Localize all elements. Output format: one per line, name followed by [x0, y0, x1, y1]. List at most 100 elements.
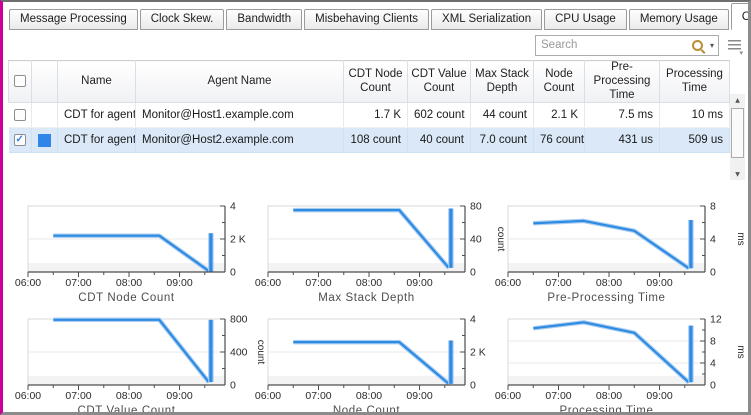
svg-text:ms: ms — [735, 346, 746, 359]
search-icon[interactable] — [691, 39, 703, 51]
row-checkbox[interactable] — [13, 109, 26, 122]
col-header-cdt-value-count[interactable]: CDT Value Count — [407, 59, 471, 104]
chart-canvas: 06:00 07:00 08:00 09:00 0 2 K 4 Node Count — [255, 314, 486, 412]
svg-text:08:00: 08:00 — [356, 277, 382, 289]
tab-clock-skew[interactable]: Clock Skew. — [139, 9, 225, 30]
svg-text:0: 0 — [470, 380, 476, 392]
svg-text:0: 0 — [230, 380, 236, 392]
svg-text:06:00: 06:00 — [15, 277, 41, 289]
svg-text:06:00: 06:00 — [255, 277, 281, 289]
row-checkbox[interactable] — [13, 134, 26, 147]
svg-text:Max Stack Depth: Max Stack Depth — [318, 292, 415, 304]
tab-memory-usage[interactable]: Memory Usage — [628, 9, 729, 30]
svg-text:count: count — [495, 227, 506, 252]
svg-text:07:00: 07:00 — [545, 390, 571, 402]
svg-text:800: 800 — [230, 314, 248, 326]
chart-canvas: 06:00 07:00 08:00 09:00 0 40 80 count Max Stack … — [255, 201, 506, 305]
tab-message-processing[interactable]: Message Processing — [9, 9, 138, 30]
cell-cdt-value-count: 602 count — [407, 102, 471, 129]
cell-cdt-value-count: 40 count — [407, 127, 471, 154]
cell-agent-name: Monitor@Host1.example.com — [135, 102, 344, 129]
svg-text:09:00: 09:00 — [166, 277, 192, 289]
cell-processing-time: 509 us — [659, 127, 730, 154]
tab-cpu-usage[interactable]: CPU Usage — [544, 9, 627, 30]
svg-text:07:00: 07:00 — [545, 277, 571, 289]
cell-node-count: 2.1 K — [533, 102, 585, 129]
svg-text:09:00: 09:00 — [646, 277, 672, 289]
search-dropdown-icon[interactable]: ▾ — [709, 40, 714, 50]
cell-max-stack-depth: 44 count — [470, 102, 534, 129]
chart-cdt-value-count: 06:00 07:00 08:00 09:00 0 400 800 count CDT Valu… — [15, 313, 266, 412]
tab-cdt-submission[interactable]: CDT Submission — [730, 3, 748, 30]
chart-processing-time: 06:00 07:00 08:00 09:00 0 4 8 12 ms Processing Ti… — [495, 313, 746, 415]
col-header-name[interactable]: Name — [57, 59, 136, 104]
col-header-cdt-node-count[interactable]: CDT Node Count — [343, 59, 408, 104]
search-input[interactable] — [536, 38, 692, 52]
svg-text:07:00: 07:00 — [65, 277, 91, 289]
tab-bandwidth[interactable]: Bandwidth — [226, 9, 303, 30]
svg-text:4: 4 — [470, 314, 476, 326]
cell-name: CDT for agent 5 — [57, 127, 136, 154]
chart-pre-processing-time: 06:00 07:00 08:00 09:00 0 4 8 ms Pre-Processing … — [495, 200, 746, 310]
svg-text:06:00: 06:00 — [15, 390, 41, 402]
cell-max-stack-depth: 7.0 count — [470, 127, 534, 154]
table-row[interactable]: CDT for agent 3 Monitor@Host1.example.co… — [8, 102, 730, 129]
svg-text:12: 12 — [710, 314, 722, 326]
cell-node-count: 76 count — [533, 127, 585, 154]
chart-canvas: 06:00 07:00 08:00 09:00 0 4 8 12 ms Processing Ti… — [495, 314, 746, 415]
svg-text:07:00: 07:00 — [305, 277, 331, 289]
svg-text:80: 80 — [470, 201, 482, 213]
table-vertical-scrollbar[interactable]: ▲ ▼ — [730, 94, 745, 180]
scrollbar-thumb[interactable] — [731, 108, 744, 158]
chart-canvas: 06:00 07:00 08:00 09:00 0 2 K 4 CDT Node Count — [15, 201, 246, 305]
svg-text:0: 0 — [710, 267, 716, 279]
svg-text:Processing Time: Processing Time — [559, 405, 653, 415]
tab-misbehaving-clients[interactable]: Misbehaving Clients — [304, 9, 430, 30]
svg-text:09:00: 09:00 — [406, 277, 432, 289]
tab-xml-serialization[interactable]: XML Serialization — [431, 9, 543, 30]
svg-text:4: 4 — [710, 234, 716, 246]
table-empty-area — [8, 153, 748, 189]
cell-processing-time: 10 ms — [659, 102, 730, 129]
svg-text:09:00: 09:00 — [166, 390, 192, 402]
chart-cdt-node-count: 06:00 07:00 08:00 09:00 0 2 K 4 CDT Node Count — [15, 200, 262, 310]
column-chooser-icon[interactable] — [728, 39, 743, 57]
col-header-node-count[interactable]: Node Count — [533, 59, 585, 104]
scrollbar-down-button[interactable]: ▼ — [730, 168, 745, 180]
chart-node-count: 06:00 07:00 08:00 09:00 0 2 K 4 Node Count — [255, 313, 502, 412]
col-header-agent-name[interactable]: Agent Name — [135, 59, 344, 104]
cell-pre-processing-time: 431 us — [584, 127, 660, 154]
metrics-table: Name Agent Name CDT Node Count CDT Value… — [8, 59, 748, 189]
cell-cdt-node-count: 108 count — [343, 127, 408, 154]
select-all-cell — [8, 59, 32, 104]
chart-grid: 06:00 07:00 08:00 09:00 0 2 K 4 CDT Node Count … — [15, 200, 748, 415]
series-color-swatch — [38, 133, 51, 147]
select-all-checkbox[interactable] — [14, 74, 26, 87]
chart-canvas: 06:00 07:00 08:00 09:00 0 400 800 count CDT Valu… — [15, 314, 266, 412]
cell-cdt-node-count: 1.7 K — [343, 102, 408, 129]
svg-text:ms: ms — [735, 233, 746, 246]
search-box[interactable]: ▾ — [535, 34, 719, 56]
svg-text:0: 0 — [710, 380, 716, 392]
col-header-max-stack-depth[interactable]: Max Stack Depth — [470, 59, 534, 104]
svg-text:count: count — [255, 340, 266, 365]
svg-text:8: 8 — [710, 201, 716, 213]
table-header-row: Name Agent Name CDT Node Count CDT Value… — [8, 59, 730, 104]
svg-text:06:00: 06:00 — [255, 390, 281, 402]
svg-text:08:00: 08:00 — [116, 390, 142, 402]
scrollbar-up-button[interactable]: ▲ — [730, 94, 745, 106]
svg-text:4: 4 — [230, 201, 236, 213]
svg-text:08:00: 08:00 — [596, 390, 622, 402]
svg-text:08:00: 08:00 — [356, 390, 382, 402]
svg-text:08:00: 08:00 — [116, 277, 142, 289]
col-header-pre-processing-time[interactable]: Pre-Processing Time — [584, 59, 660, 104]
svg-text:CDT Node Count: CDT Node Count — [78, 292, 175, 304]
svg-text:08:00: 08:00 — [596, 277, 622, 289]
table-row[interactable]: CDT for agent 5 Monitor@Host2.example.co… — [8, 127, 730, 154]
svg-text:0: 0 — [470, 267, 476, 279]
svg-text:07:00: 07:00 — [305, 390, 331, 402]
col-header-processing-time[interactable]: Processing Time — [659, 59, 730, 104]
series-color-swatch — [38, 109, 51, 122]
svg-text:400: 400 — [230, 347, 248, 359]
